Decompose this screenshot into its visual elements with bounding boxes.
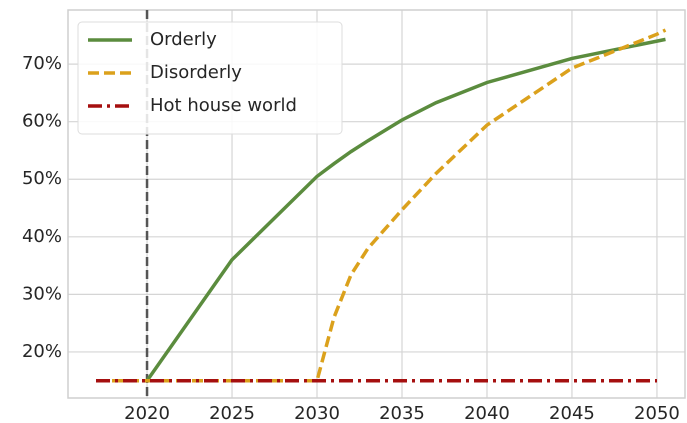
y-tick-label: 40%: [22, 226, 62, 247]
x-tick-label: 2050: [634, 403, 680, 423]
y-tick-label: 50%: [22, 168, 62, 189]
y-tick-label: 20%: [22, 341, 62, 362]
y-tick-label: 30%: [22, 283, 62, 304]
legend-label: Hot house world: [150, 95, 297, 116]
x-tick-label: 2040: [464, 403, 510, 423]
legend-label: Disorderly: [150, 62, 242, 83]
x-tick-label: 2030: [294, 403, 340, 423]
legend-box: [77, 21, 343, 135]
x-tick-label: 2025: [209, 403, 255, 423]
x-tick-label: 2045: [549, 403, 595, 423]
x-tick-label: 2020: [124, 403, 170, 423]
y-tick-label: 70%: [22, 53, 62, 74]
y-tick-label: 60%: [22, 111, 62, 132]
plot-frame: [67, 9, 686, 399]
x-tick-label: 2035: [379, 403, 425, 423]
series-line: [145, 37, 666, 382]
legend-label: Orderly: [150, 29, 217, 50]
